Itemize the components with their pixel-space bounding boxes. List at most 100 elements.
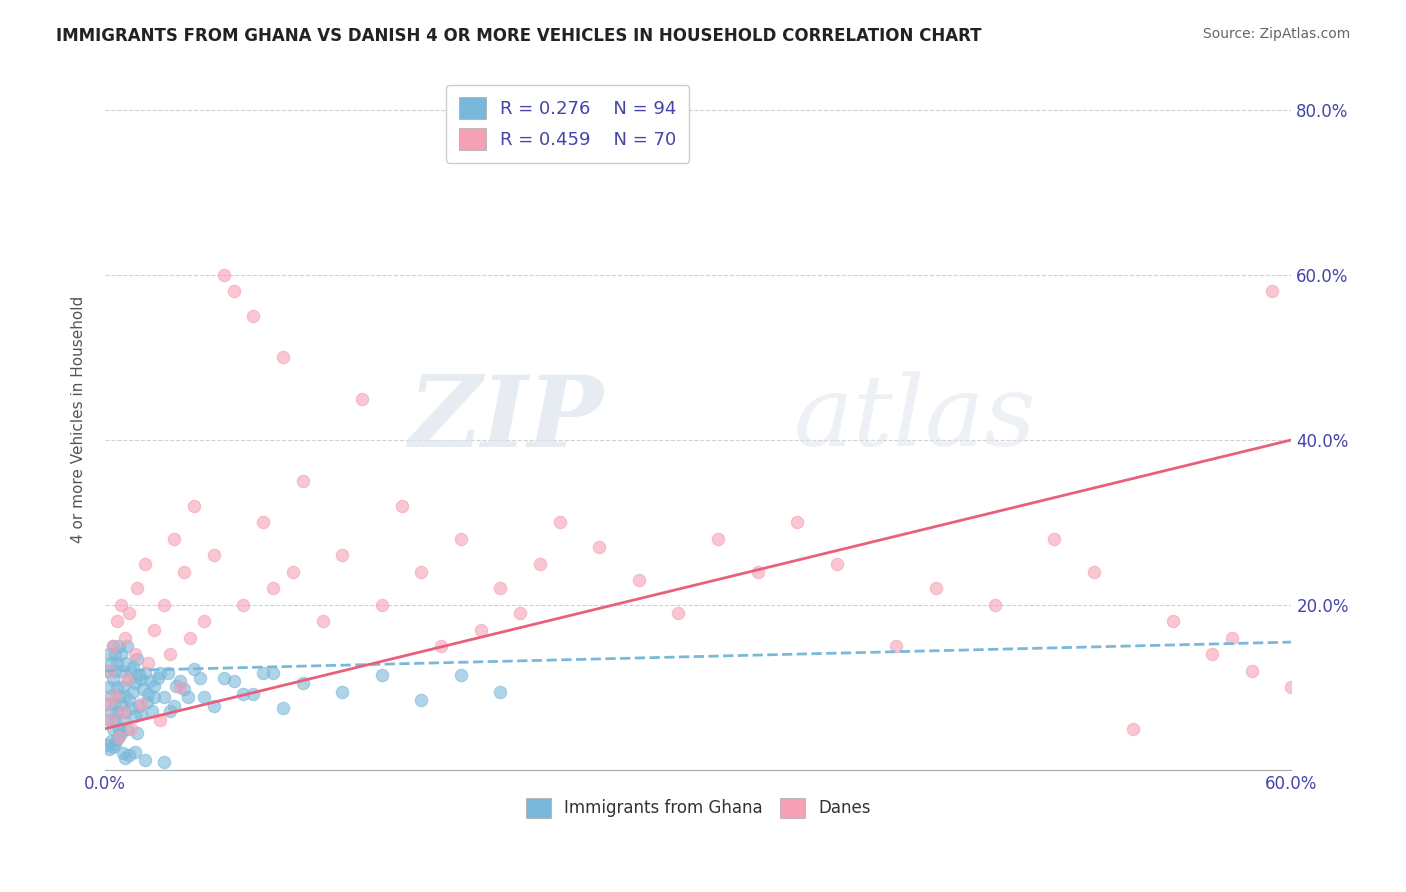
Point bbox=[232, 598, 254, 612]
Point bbox=[96, 664, 118, 678]
Point bbox=[470, 623, 492, 637]
Point bbox=[120, 664, 142, 678]
Text: Source: ZipAtlas.com: Source: ZipAtlas.com bbox=[1202, 27, 1350, 41]
Point bbox=[330, 684, 353, 698]
Point bbox=[281, 565, 304, 579]
Point bbox=[124, 648, 146, 662]
Point bbox=[271, 351, 294, 365]
Point bbox=[125, 726, 148, 740]
Point bbox=[114, 656, 136, 670]
Point bbox=[707, 532, 730, 546]
Point bbox=[97, 714, 120, 728]
Point bbox=[134, 665, 156, 680]
Point bbox=[157, 665, 180, 680]
Point bbox=[1281, 681, 1303, 695]
Point bbox=[111, 747, 134, 761]
Point bbox=[96, 697, 118, 711]
Point bbox=[101, 672, 124, 686]
Text: IMMIGRANTS FROM GHANA VS DANISH 4 OR MORE VEHICLES IN HOUSEHOLD CORRELATION CHAR: IMMIGRANTS FROM GHANA VS DANISH 4 OR MOR… bbox=[56, 27, 981, 45]
Point bbox=[114, 705, 136, 719]
Point bbox=[118, 748, 141, 763]
Point bbox=[529, 557, 551, 571]
Point bbox=[212, 671, 235, 685]
Point bbox=[291, 676, 314, 690]
Point bbox=[747, 565, 769, 579]
Point bbox=[115, 639, 138, 653]
Point bbox=[330, 549, 353, 563]
Point bbox=[588, 540, 610, 554]
Point bbox=[143, 690, 166, 705]
Point bbox=[129, 706, 152, 721]
Point bbox=[138, 687, 160, 701]
Point bbox=[121, 684, 143, 698]
Point bbox=[159, 648, 181, 662]
Point bbox=[143, 623, 166, 637]
Point bbox=[100, 734, 122, 748]
Point bbox=[177, 690, 200, 705]
Text: ZIP: ZIP bbox=[408, 371, 603, 467]
Point bbox=[252, 516, 274, 530]
Point bbox=[222, 673, 245, 688]
Point bbox=[111, 681, 134, 695]
Point bbox=[193, 690, 215, 705]
Point bbox=[984, 598, 1007, 612]
Point bbox=[149, 665, 172, 680]
Point bbox=[786, 516, 808, 530]
Point bbox=[668, 606, 690, 620]
Point bbox=[105, 656, 128, 670]
Point bbox=[627, 573, 650, 587]
Point bbox=[1043, 532, 1066, 546]
Point bbox=[450, 668, 472, 682]
Point bbox=[118, 672, 141, 686]
Point bbox=[124, 745, 146, 759]
Point bbox=[232, 687, 254, 701]
Point bbox=[242, 309, 264, 323]
Point bbox=[134, 557, 156, 571]
Point bbox=[97, 664, 120, 678]
Point bbox=[105, 615, 128, 629]
Point bbox=[108, 639, 131, 653]
Point bbox=[242, 687, 264, 701]
Point bbox=[101, 722, 124, 736]
Point bbox=[143, 679, 166, 693]
Point bbox=[262, 665, 284, 680]
Point bbox=[104, 648, 127, 662]
Point bbox=[141, 704, 163, 718]
Point bbox=[100, 714, 122, 728]
Point bbox=[121, 660, 143, 674]
Point bbox=[100, 705, 122, 719]
Point bbox=[165, 679, 187, 693]
Text: atlas: atlas bbox=[793, 372, 1036, 467]
Point bbox=[183, 499, 205, 513]
Point bbox=[108, 730, 131, 744]
Point bbox=[371, 668, 394, 682]
Point bbox=[183, 662, 205, 676]
Point bbox=[101, 739, 124, 754]
Point bbox=[97, 742, 120, 756]
Point bbox=[97, 648, 120, 662]
Point bbox=[173, 565, 195, 579]
Point bbox=[101, 639, 124, 653]
Point bbox=[124, 676, 146, 690]
Point bbox=[115, 672, 138, 686]
Legend: Immigrants from Ghana, Danes: Immigrants from Ghana, Danes bbox=[519, 791, 877, 825]
Point bbox=[125, 582, 148, 596]
Point bbox=[100, 689, 122, 703]
Point bbox=[118, 693, 141, 707]
Point bbox=[489, 582, 512, 596]
Point bbox=[291, 474, 314, 488]
Point bbox=[118, 606, 141, 620]
Point bbox=[134, 753, 156, 767]
Point bbox=[114, 689, 136, 703]
Point bbox=[411, 565, 433, 579]
Point bbox=[411, 693, 433, 707]
Point bbox=[131, 682, 153, 697]
Point bbox=[101, 639, 124, 653]
Point bbox=[1083, 565, 1105, 579]
Point bbox=[100, 656, 122, 670]
Point bbox=[271, 701, 294, 715]
Point bbox=[135, 695, 157, 709]
Point bbox=[1220, 631, 1243, 645]
Point bbox=[212, 268, 235, 282]
Point bbox=[148, 671, 170, 685]
